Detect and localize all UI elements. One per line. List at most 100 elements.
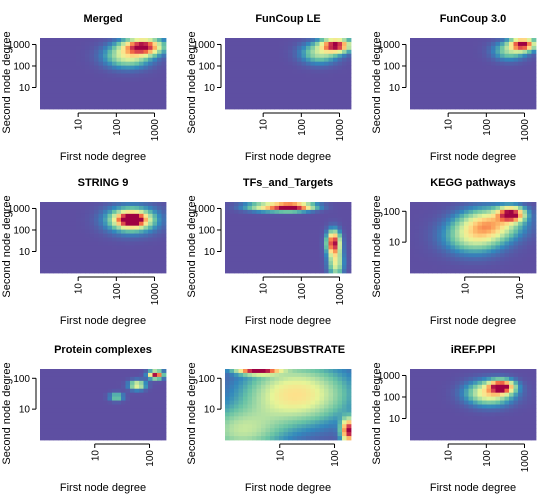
- heat-cell: [80, 245, 86, 250]
- heat-cell: [143, 41, 149, 47]
- heat-cell: [98, 38, 104, 43]
- heat-cell: [274, 400, 280, 405]
- heat-cell: [450, 81, 456, 86]
- heat-cell: [62, 420, 68, 425]
- heat-cell: [152, 404, 158, 409]
- heat-cell: [256, 404, 262, 409]
- heat-cell: [252, 436, 257, 441]
- heat-cell: [324, 241, 329, 246]
- heat-cell: [315, 38, 320, 43]
- heat-cell: [143, 105, 149, 110]
- heat-cell: [85, 205, 90, 211]
- heat-cell: [292, 213, 298, 219]
- heat-cell: [49, 85, 54, 90]
- heat-cell: [49, 237, 54, 242]
- heat-cell: [157, 213, 162, 219]
- heat-cell: [324, 404, 329, 409]
- heat-cell: [148, 396, 153, 401]
- heat-cell: [238, 57, 244, 63]
- heat-cell: [482, 380, 487, 386]
- heat-cell: [139, 432, 144, 437]
- heat-cell: [432, 209, 438, 215]
- heat-cell: [459, 213, 465, 219]
- heat-cell: [53, 408, 59, 413]
- heat-cell: [139, 396, 144, 401]
- y-axis-label: Second node degree: [371, 195, 383, 297]
- heat-cell: [85, 241, 90, 246]
- heat-cell: [116, 89, 122, 94]
- heat-cell: [459, 416, 465, 421]
- heat-cell: [419, 101, 424, 106]
- heat-cell: [410, 400, 415, 405]
- heat-cell: [419, 217, 424, 223]
- heat-cell: [328, 97, 334, 102]
- heat-cell: [333, 77, 338, 82]
- heat-cell: [337, 73, 343, 78]
- heat-cell: [518, 209, 523, 215]
- heat-cell: [139, 38, 144, 43]
- heat-cell: [62, 432, 68, 437]
- heat-cell: [346, 69, 352, 74]
- heat-cell: [423, 38, 429, 43]
- heat-cell: [40, 416, 45, 421]
- heat-cell: [89, 38, 95, 43]
- heat-cell: [234, 49, 239, 55]
- heat-cell: [229, 105, 235, 110]
- heat-cell: [256, 372, 262, 378]
- heat-cell: [256, 237, 262, 242]
- heat-cell: [238, 372, 244, 378]
- heat-cell: [518, 221, 523, 227]
- heat-cell: [292, 369, 298, 374]
- heat-cell: [301, 265, 307, 270]
- heat-cell: [437, 65, 442, 70]
- heat-cell: [446, 49, 451, 55]
- x-axis-label: First node degree: [430, 482, 516, 494]
- heat-cell: [148, 89, 153, 94]
- heat-cell: [80, 77, 86, 82]
- heat-cell: [310, 392, 316, 398]
- heat-cell: [301, 269, 307, 274]
- heat-cell: [297, 424, 302, 429]
- heat-cell: [265, 205, 271, 211]
- heat-cell: [121, 253, 126, 258]
- heat-cell: [89, 257, 95, 262]
- heat-cell: [261, 205, 266, 211]
- heat-cell: [504, 396, 510, 401]
- heat-cell: [103, 241, 108, 246]
- heat-cell: [491, 202, 496, 207]
- heat-cell: [328, 38, 334, 43]
- heat-cell: [495, 57, 501, 63]
- heat-cell: [53, 73, 59, 78]
- heat-cell: [103, 69, 108, 74]
- heat-cell: [428, 369, 433, 374]
- heat-cell: [333, 101, 338, 106]
- heat-cell: [468, 65, 474, 70]
- heat-cell: [89, 372, 95, 378]
- heat-cell: [473, 376, 478, 382]
- heat-cell: [256, 213, 262, 219]
- heat-cell: [337, 376, 343, 382]
- heat-cell: [270, 428, 275, 433]
- heat-cell: [310, 372, 316, 378]
- heat-cell: [328, 233, 334, 238]
- heat-cell: [247, 376, 253, 382]
- heat-cell: [491, 400, 496, 405]
- heat-cell: [486, 261, 492, 266]
- heat-cell: [152, 241, 158, 246]
- heat-cell: [522, 77, 528, 82]
- heat-cell: [152, 221, 158, 227]
- heat-cell: [229, 269, 235, 274]
- heat-cell: [419, 265, 424, 270]
- heat-cell: [58, 81, 63, 86]
- heat-cell: [76, 269, 81, 274]
- heat-cell: [441, 257, 447, 262]
- heat-cell: [419, 269, 424, 274]
- heat-cell: [428, 245, 433, 250]
- heat-cell: [301, 245, 307, 250]
- heat-cell: [518, 217, 523, 223]
- heat-cell: [346, 65, 352, 70]
- heat-cell: [292, 217, 298, 223]
- heat-cell: [328, 376, 334, 382]
- heat-cell: [98, 53, 104, 59]
